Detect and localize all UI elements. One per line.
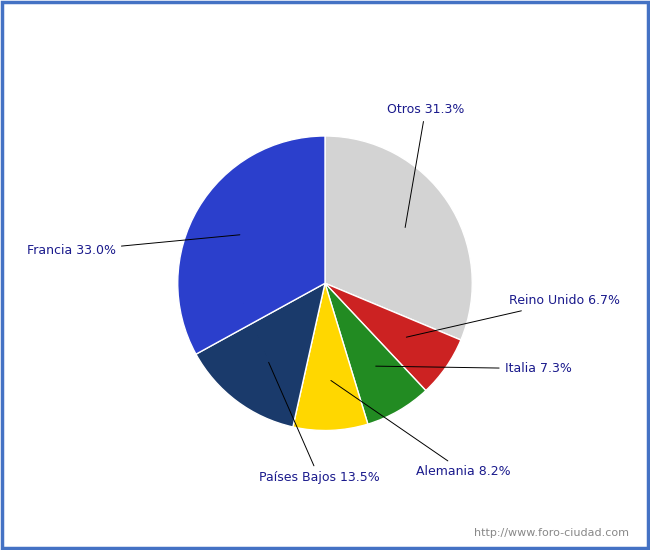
Wedge shape: [196, 283, 325, 427]
Text: Francia 33.0%: Francia 33.0%: [27, 235, 240, 257]
Text: http://www.foro-ciudad.com: http://www.foro-ciudad.com: [474, 528, 629, 538]
Text: Vacarisses - Turistas extranjeros según país - Abril de 2024: Vacarisses - Turistas extranjeros según …: [80, 15, 570, 34]
Text: Otros 31.3%: Otros 31.3%: [387, 103, 464, 228]
Wedge shape: [293, 283, 368, 431]
Text: Alemania 8.2%: Alemania 8.2%: [331, 381, 511, 478]
Text: Reino Unido 6.7%: Reino Unido 6.7%: [406, 294, 620, 337]
Wedge shape: [325, 136, 473, 340]
Wedge shape: [177, 136, 325, 354]
Wedge shape: [325, 283, 461, 390]
Text: Italia 7.3%: Italia 7.3%: [376, 362, 571, 375]
Wedge shape: [325, 283, 426, 424]
Text: Países Bajos 13.5%: Países Bajos 13.5%: [259, 362, 380, 484]
